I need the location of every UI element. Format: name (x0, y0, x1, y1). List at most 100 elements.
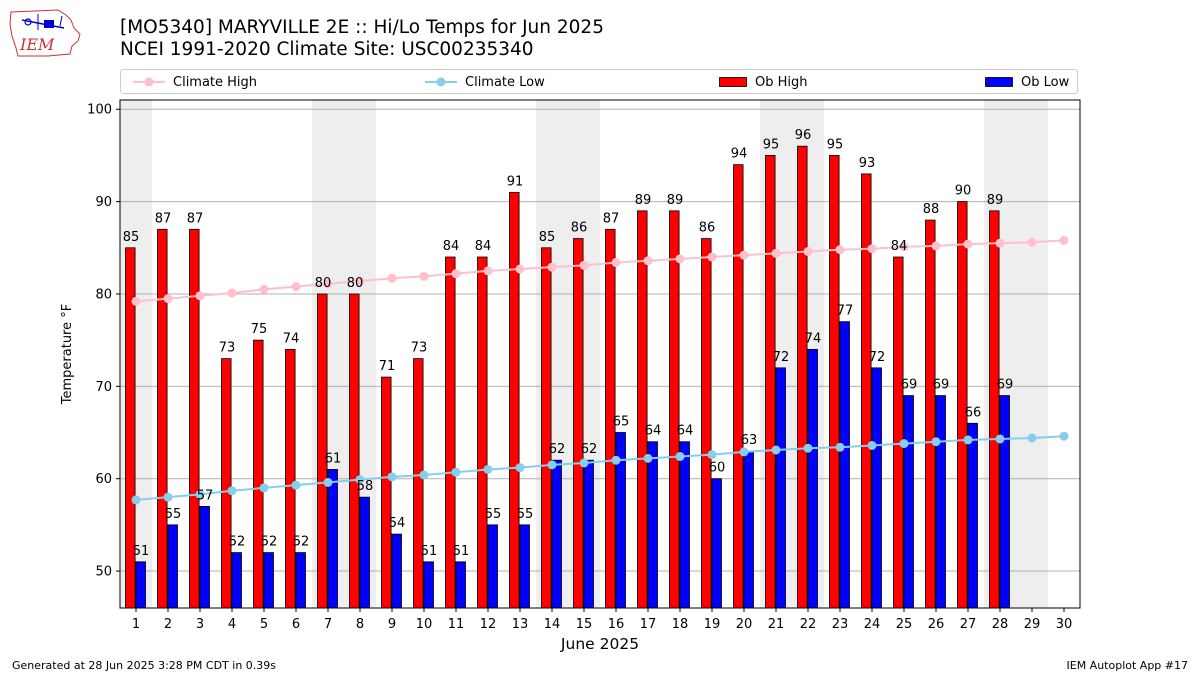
ob-low-label: 52 (293, 535, 310, 550)
x-tick-label: 14 (544, 617, 561, 632)
ob-low-label: 77 (837, 304, 854, 319)
climate-low-point (899, 439, 909, 449)
ob-high-label: 88 (923, 202, 940, 217)
climate-high-point (1027, 237, 1037, 247)
climate-low-point (867, 440, 877, 450)
ob-high-bar (285, 348, 296, 609)
x-tick-label: 6 (292, 617, 300, 632)
ob-high-label: 84 (475, 239, 492, 254)
climate-low-point (131, 495, 141, 505)
legend-ob-high-label: Ob High (755, 74, 808, 90)
climate-low-point (451, 467, 461, 477)
ob-low-bar (647, 441, 658, 609)
ob-low-label: 66 (965, 405, 982, 420)
ob-low-label: 55 (485, 507, 502, 522)
ob-low-label: 51 (453, 544, 470, 559)
ob-high-label: 89 (667, 193, 684, 208)
ob-high-bar (669, 210, 680, 609)
climate-high-point (195, 291, 205, 301)
ob-low-bar (711, 478, 722, 609)
ob-high-bar (541, 247, 552, 609)
legend-climate-low: Climate Low (425, 73, 545, 91)
ob-low-bar (967, 422, 978, 609)
x-tick-label: 28 (992, 617, 1009, 632)
ob-low-bar (327, 469, 338, 609)
ob-high-bar (221, 358, 232, 609)
y-tick-label: 70 (95, 380, 112, 395)
ob-high-label: 89 (635, 193, 652, 208)
legend-climate-low-label: Climate Low (465, 74, 545, 90)
x-tick-label: 15 (576, 617, 593, 632)
ob-high-label: 95 (827, 137, 844, 152)
y-tick-label: 90 (95, 195, 112, 210)
climate-low-point (323, 477, 333, 487)
climate-low-point (739, 447, 749, 457)
ob-high-bar (861, 173, 872, 609)
legend-climate-high-label: Climate High (173, 74, 258, 90)
legend-ob-low-label: Ob Low (1021, 74, 1070, 90)
climate-low-point (195, 489, 205, 499)
ob-low-label: 51 (421, 544, 438, 559)
ob-high-bar (733, 164, 744, 609)
climate-low-point (387, 472, 397, 482)
ob-high-bar (509, 191, 520, 609)
climate-low-point (643, 453, 653, 463)
ob-high-label: 96 (795, 128, 812, 143)
x-tick-label: 24 (864, 617, 881, 632)
ob-low-bar (807, 348, 818, 609)
climate-high-point (483, 266, 493, 276)
climate-low-point (963, 435, 973, 445)
x-tick-label: 29 (1024, 617, 1041, 632)
ob-high-bar (989, 210, 1000, 609)
ob-high-bar (925, 219, 936, 609)
ob-low-bar (583, 459, 594, 609)
ob-high-label: 86 (699, 221, 716, 236)
ob-high-bar (413, 358, 424, 609)
ob-high-label: 85 (123, 230, 140, 245)
ob-low-bar (903, 395, 914, 609)
ob-low-label: 72 (869, 350, 886, 365)
ob-high-label: 73 (219, 341, 236, 356)
climate-high-point (803, 246, 813, 256)
climate-low-point (227, 486, 237, 496)
climate-low-point (355, 475, 365, 485)
ob-high-bar (381, 376, 392, 609)
climate-high-point (547, 262, 557, 272)
legend-ob-high: Ob High (719, 73, 808, 91)
climate-low-point (995, 434, 1005, 444)
ob-low-label: 62 (549, 442, 566, 457)
x-axis-label: June 2025 (560, 635, 639, 653)
climate-high-point (643, 256, 653, 266)
climate-high-point (995, 238, 1005, 248)
ob-low-label: 55 (165, 507, 182, 522)
y-tick-label: 100 (87, 103, 112, 118)
ob-high-bar (189, 228, 200, 609)
climate-low-point (515, 463, 525, 473)
ob-low-bar (391, 533, 402, 609)
climate-low-point (835, 442, 845, 452)
ob-high-label: 89 (987, 193, 1004, 208)
ob-high-bar (701, 238, 712, 609)
x-tick-label: 9 (388, 617, 396, 632)
weekend-band (120, 100, 152, 608)
ob-high-label: 91 (507, 174, 524, 189)
ob-low-bar (295, 552, 306, 609)
ob-low-label: 60 (709, 461, 726, 476)
climate-high-point (835, 245, 845, 255)
ob-high-label: 90 (955, 184, 972, 199)
climate-high-point (675, 254, 685, 264)
ob-high-bar (829, 155, 840, 609)
climate-low-point (291, 480, 301, 490)
ob-low-bar (679, 441, 690, 609)
ob-high-label: 84 (443, 239, 460, 254)
ob-high-bar (573, 238, 584, 609)
ob-low-label: 69 (901, 378, 918, 393)
ob-high-label: 94 (731, 147, 748, 162)
ob-high-label: 80 (347, 276, 364, 291)
ob-high-label: 84 (891, 239, 908, 254)
climate-low-point (483, 464, 493, 474)
ob-high-bar (893, 256, 904, 609)
x-tick-label: 7 (324, 617, 332, 632)
climate-low-point (1027, 433, 1037, 443)
ob-high-label: 74 (283, 331, 300, 346)
